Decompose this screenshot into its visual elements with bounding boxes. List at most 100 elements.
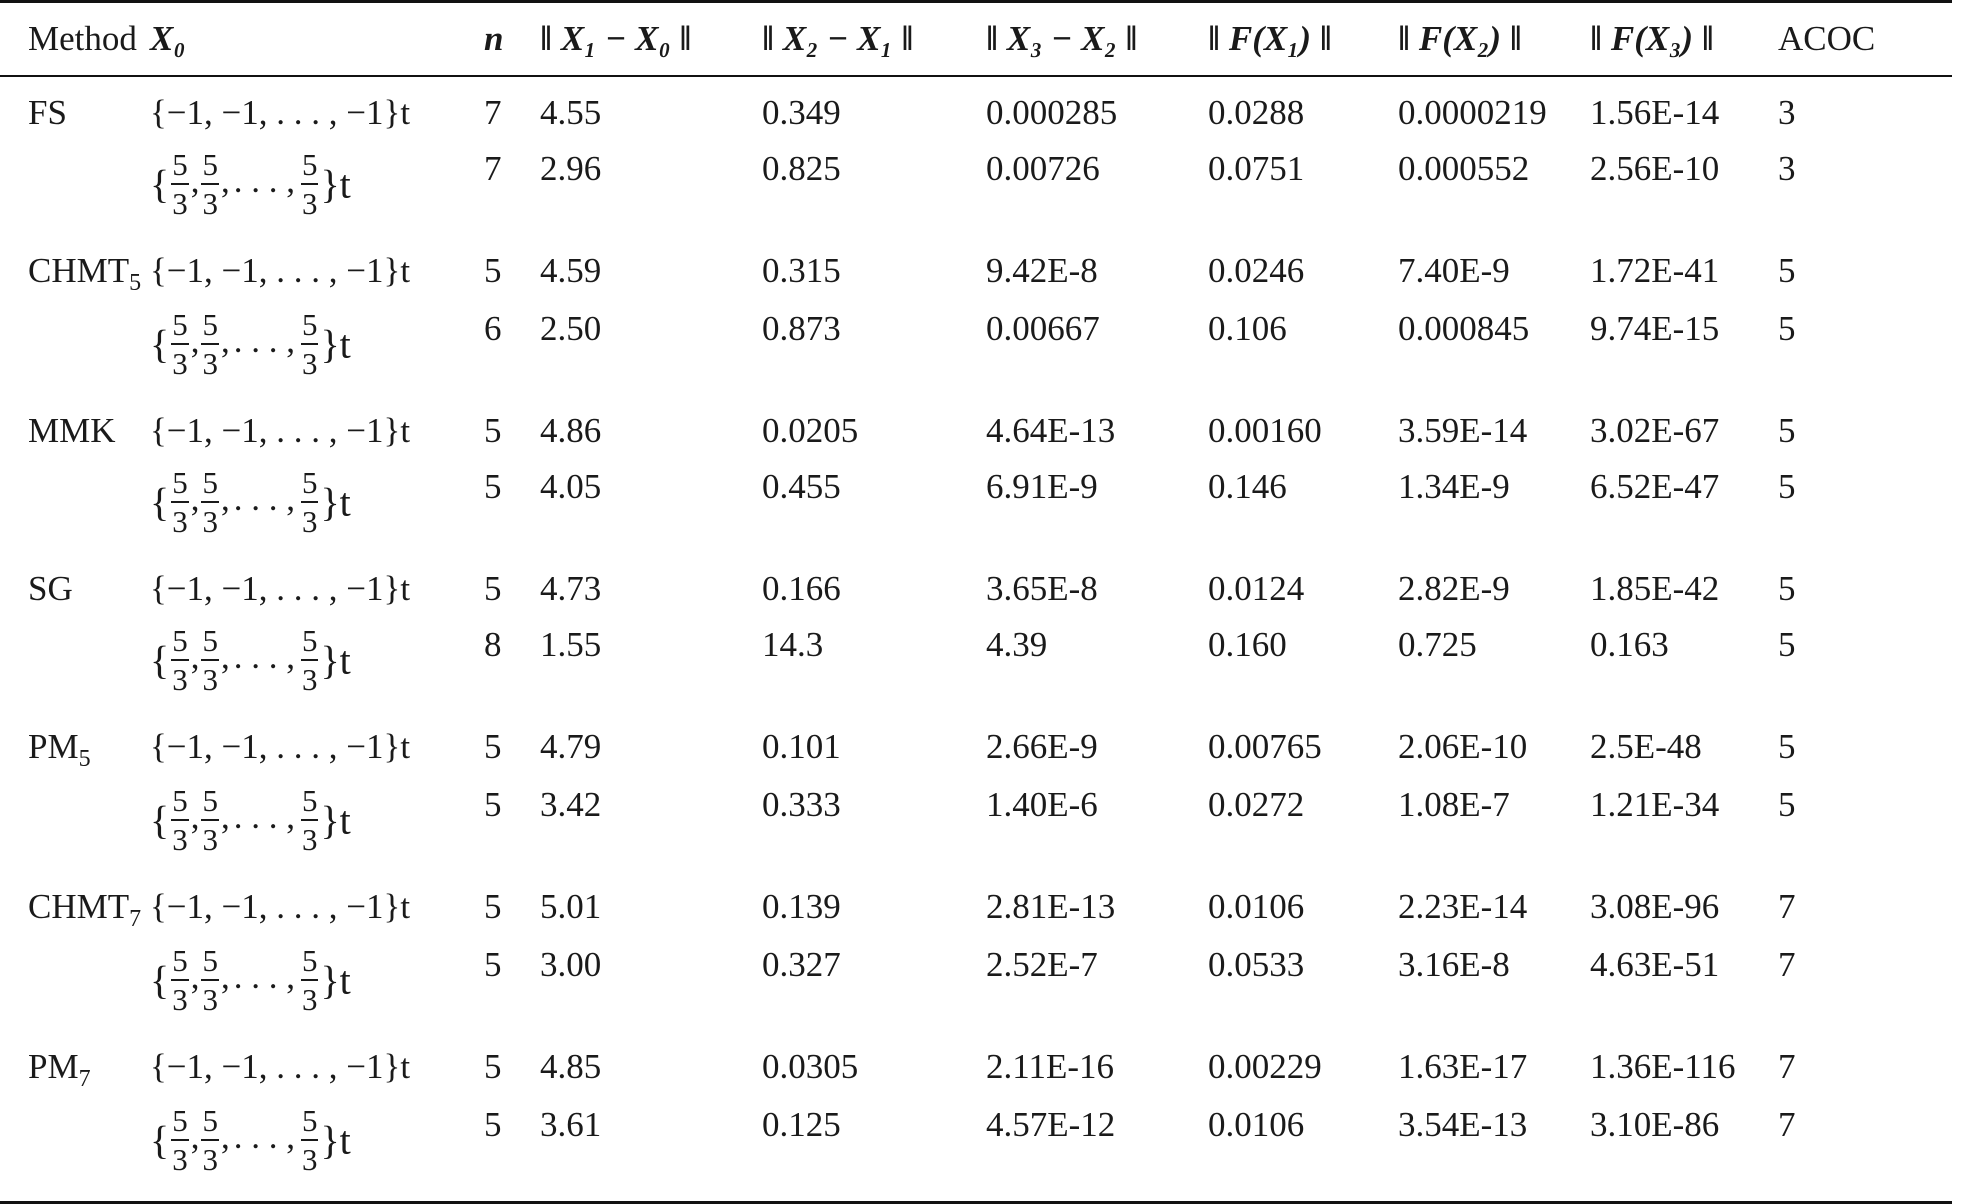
fraction-numerator: 5 bbox=[300, 945, 319, 981]
table-row: PM5 {−1, −1, . . . , −1}t 5 4.79 0.101 2.66E-… bbox=[0, 711, 1952, 773]
cell-c4: 0.146 bbox=[1208, 467, 1287, 506]
method-cell bbox=[0, 773, 150, 871]
cell-c5: 0.0000219 bbox=[1398, 93, 1547, 132]
method-label: CHMT bbox=[28, 887, 130, 926]
x0-five-thirds-vector: {5 3, 5 3,. . . , 5 3}t bbox=[150, 149, 351, 219]
cell-acoc: 5 bbox=[1778, 251, 1796, 290]
cell-acoc: 5 bbox=[1778, 785, 1796, 824]
header-row: Method X₀ n ‖ X₁ − X₀ ‖ ‖ X₂ − X₁ ‖ ‖ X₃… bbox=[0, 1, 1952, 76]
cell-c3: 0.00726 bbox=[986, 149, 1100, 188]
comma: , bbox=[190, 957, 200, 997]
cell-c5: 0.000845 bbox=[1398, 309, 1530, 348]
x0-five-thirds-vector: {5 3, 5 3,. . . , 5 3}t bbox=[150, 467, 351, 537]
comma: , bbox=[190, 479, 200, 519]
x0-cell: {−1, −1, . . . , −1}t bbox=[150, 235, 484, 297]
method-cell: SG bbox=[0, 553, 150, 613]
method-label: CHMT bbox=[28, 251, 130, 290]
cell-c2: 0.0205 bbox=[762, 411, 859, 450]
comma: , bbox=[220, 161, 230, 201]
x0-neg-one-vector: {−1, −1, . . . , −1}t bbox=[150, 93, 411, 132]
cell-c3: 2.66E-9 bbox=[986, 727, 1098, 766]
fraction-numerator: 5 bbox=[171, 467, 189, 503]
cell-c5: 0.725 bbox=[1398, 625, 1477, 664]
fraction-denominator: 3 bbox=[301, 346, 318, 381]
cell-c3: 6.91E-9 bbox=[986, 467, 1098, 506]
cell-c5: 0.000552 bbox=[1398, 149, 1530, 188]
cell-c2: 0.0305 bbox=[762, 1047, 859, 1086]
cell-c6: 1.85E-42 bbox=[1590, 569, 1720, 608]
open-brace: { bbox=[150, 797, 170, 843]
comma: , bbox=[190, 637, 200, 677]
cell-c3: 4.39 bbox=[986, 625, 1048, 664]
method-cell bbox=[0, 455, 150, 553]
method-cell: CHMT7 bbox=[0, 871, 150, 933]
cell-c5: 7.40E-9 bbox=[1398, 251, 1510, 290]
fraction-denominator: 3 bbox=[202, 186, 218, 221]
fraction-numerator: 5 bbox=[171, 149, 189, 185]
cell-c4: 0.0124 bbox=[1208, 569, 1305, 608]
cell-c3: 9.42E-8 bbox=[986, 251, 1098, 290]
fraction-denominator: 3 bbox=[202, 662, 218, 697]
cell-c5: 2.82E-9 bbox=[1398, 569, 1510, 608]
x0-five-thirds-vector: {5 3, 5 3,. . . , 5 3}t bbox=[150, 785, 351, 855]
cell-c1: 4.55 bbox=[540, 93, 602, 132]
fraction-numerator: 5 bbox=[201, 1105, 219, 1141]
cell-c2: 0.125 bbox=[762, 1105, 841, 1144]
cell-c6: 1.72E-41 bbox=[1590, 251, 1720, 290]
x0-cell: {−1, −1, . . . , −1}t bbox=[150, 1031, 484, 1093]
cell-c5: 2.23E-14 bbox=[1398, 887, 1528, 926]
cell-c2: 0.139 bbox=[762, 887, 841, 926]
method-cell bbox=[0, 613, 150, 711]
fraction-denominator: 3 bbox=[202, 1142, 218, 1177]
method-cell bbox=[0, 297, 150, 395]
cell-c5: 1.08E-7 bbox=[1398, 785, 1510, 824]
table-row: {5 3, 5 3,. . . , 5 3}t 8 1.55 14.3 4.39 0.160 0.72… bbox=[0, 613, 1952, 711]
table-row: SG {−1, −1, . . . , −1}t 5 4.73 0.166 3.65E-8… bbox=[0, 553, 1952, 613]
table-row: {5 3, 5 3,. . . , 5 3}t 7 2.96 0.825 0.00726 0.075… bbox=[0, 137, 1952, 235]
x0-cell: {5 3, 5 3,. . . , 5 3}t bbox=[150, 297, 484, 395]
cell-c4: 0.00160 bbox=[1208, 411, 1322, 450]
fraction-numerator: 5 bbox=[201, 149, 219, 185]
cell-c2: 0.455 bbox=[762, 467, 841, 506]
cell-n: 7 bbox=[484, 149, 502, 188]
x0-cell: {5 3, 5 3,. . . , 5 3}t bbox=[150, 773, 484, 871]
comma: , bbox=[190, 161, 200, 201]
cell-c6: 1.36E-116 bbox=[1590, 1047, 1736, 1086]
cell-c1: 5.01 bbox=[540, 887, 602, 926]
cell-acoc: 5 bbox=[1778, 411, 1796, 450]
cell-c4: 0.00765 bbox=[1208, 727, 1322, 766]
x0-five-thirds-vector: {5 3, 5 3,. . . , 5 3}t bbox=[150, 625, 351, 695]
x0-cell: {5 3, 5 3,. . . , 5 3}t bbox=[150, 455, 484, 553]
cell-c4: 0.0751 bbox=[1208, 149, 1305, 188]
cell-n: 5 bbox=[484, 887, 502, 926]
header-x0: X₀ bbox=[150, 19, 186, 58]
cell-c3: 2.11E-16 bbox=[986, 1047, 1114, 1086]
comma: , bbox=[220, 479, 230, 519]
x0-cell: {5 3, 5 3,. . . , 5 3}t bbox=[150, 613, 484, 711]
fraction-numerator: 5 bbox=[300, 309, 319, 345]
cell-c4: 0.00229 bbox=[1208, 1047, 1322, 1086]
fraction-numerator: 5 bbox=[300, 149, 319, 185]
table-row: CHMT7 {−1, −1, . . . , −1}t 5 5.01 0.139 2.81… bbox=[0, 871, 1952, 933]
cell-c2: 0.333 bbox=[762, 785, 841, 824]
x0-cell: {5 3, 5 3,. . . , 5 3}t bbox=[150, 933, 484, 1031]
method-cell: PM5 bbox=[0, 711, 150, 773]
ellipsis: . . . , bbox=[233, 479, 295, 519]
method-cell: CHMT5 bbox=[0, 235, 150, 297]
cell-n: 5 bbox=[484, 785, 502, 824]
ellipsis: . . . , bbox=[233, 797, 295, 837]
cell-c4: 0.0106 bbox=[1208, 887, 1305, 926]
cell-c1: 3.00 bbox=[540, 945, 602, 984]
fraction-denominator: 3 bbox=[301, 186, 318, 221]
cell-c2: 0.166 bbox=[762, 569, 841, 608]
fraction-numerator: 5 bbox=[171, 1105, 189, 1141]
